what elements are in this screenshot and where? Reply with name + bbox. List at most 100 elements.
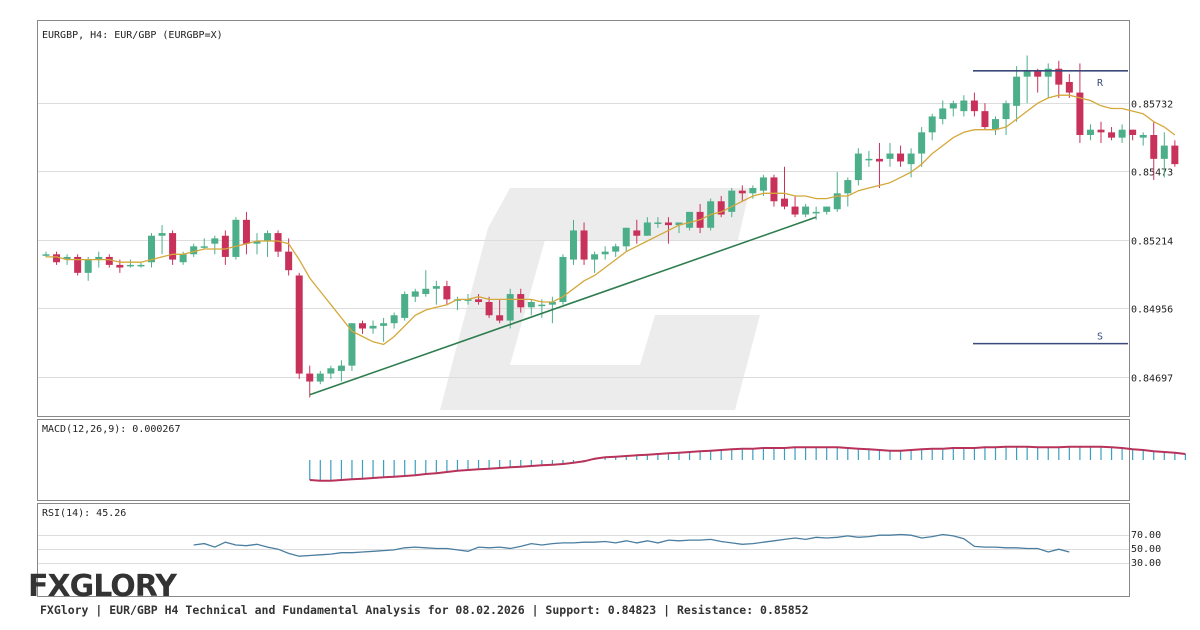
candle-body: [496, 315, 504, 321]
price-tick-label: 0.85214: [1131, 237, 1173, 248]
fxglory-logo: FXGLORY: [28, 569, 178, 604]
candle-body: [137, 264, 145, 267]
candle-body: [791, 206, 799, 215]
candle-body: [886, 153, 894, 159]
candle-body: [63, 256, 71, 260]
candle-body: [179, 254, 187, 263]
candle-body: [116, 264, 124, 268]
candle-body: [401, 294, 409, 318]
candle-body: [1023, 71, 1031, 77]
candle-body: [126, 264, 134, 267]
candle-body: [1002, 103, 1010, 120]
candle-body: [1097, 129, 1105, 133]
candle-body: [812, 211, 820, 214]
rsi-tick-70: 70.00: [1131, 530, 1161, 541]
candle-body: [443, 286, 451, 300]
macd-histogram: [309, 446, 1187, 481]
candle-body: [53, 254, 61, 263]
rsi-line: [193, 533, 1070, 557]
candle-body: [717, 201, 725, 215]
candle-body: [686, 211, 694, 228]
candle-body: [464, 299, 472, 301]
candle-body: [875, 158, 883, 162]
candle-body: [770, 177, 778, 202]
candle-body: [1150, 134, 1158, 159]
candle-body: [316, 373, 324, 382]
rsi-pane-title: RSI(14): 45.26: [42, 508, 126, 519]
candle-body: [570, 230, 577, 260]
candle-body: [1139, 134, 1147, 138]
candle-body: [506, 294, 514, 321]
candle-body: [264, 233, 272, 242]
price-tick-label: 0.85473: [1131, 168, 1173, 179]
candle-body: [348, 323, 356, 366]
candle-body: [84, 259, 92, 273]
candle-body: [211, 238, 219, 244]
candle-body: [928, 116, 936, 133]
candle-body: [527, 302, 535, 308]
candle-body: [1055, 68, 1063, 85]
macd-signal-line: [309, 445, 1186, 482]
candle-body: [992, 119, 999, 130]
candle-body: [1044, 68, 1052, 77]
candle-body: [190, 246, 198, 255]
candle-body: [612, 246, 620, 252]
candle-body: [390, 315, 398, 324]
candle-body: [200, 246, 208, 248]
candle-body: [359, 323, 366, 329]
trendline: [309, 216, 817, 396]
candle-body: [105, 256, 113, 265]
candle-body: [380, 323, 388, 326]
rsi-pane-frame: [37, 503, 1130, 597]
candle-body: [369, 325, 377, 329]
candle-body: [538, 304, 546, 307]
candle-body: [960, 100, 968, 112]
candle-body: [1065, 81, 1073, 93]
rsi-tick-30: 30.00: [1131, 558, 1161, 569]
candle-body: [327, 368, 335, 374]
candle-body: [1034, 71, 1042, 77]
candle-body: [74, 256, 82, 273]
candle-body: [907, 153, 915, 165]
candle-body: [1086, 129, 1094, 135]
price-tick-label: 0.84956: [1131, 305, 1173, 316]
candle-body: [897, 153, 905, 162]
candle-body: [654, 222, 662, 224]
price-axis: 0.85732 0.85473 0.85214 0.84956 0.84697: [1131, 100, 1173, 385]
candle-body: [833, 193, 841, 210]
rsi-tick-50: 50.00: [1131, 544, 1161, 555]
candle-body: [1108, 132, 1116, 138]
watermark-logo: [440, 188, 760, 410]
candle-body: [422, 288, 430, 295]
candles: [42, 55, 1179, 398]
watermark-shape: [440, 188, 760, 410]
candle-body: [802, 206, 810, 215]
macd-pane-title: MACD(12,26,9): 0.000267: [42, 424, 180, 435]
candle-body: [664, 222, 672, 226]
price-pane-title: EURGBP, H4: EUR/GBP (EURGBP=X): [42, 30, 223, 41]
candle-body: [633, 230, 641, 236]
candle-body: [411, 291, 419, 297]
candle-body: [517, 294, 525, 308]
candle-body: [242, 219, 250, 244]
candle-body: [949, 103, 957, 109]
candle-body: [548, 302, 556, 305]
candle-body: [622, 227, 630, 247]
candle-body: [475, 299, 483, 303]
candle-body: [675, 222, 683, 226]
candle-body: [221, 235, 229, 257]
candle-body: [970, 100, 978, 112]
candle-body: [823, 206, 831, 212]
candle-body: [158, 233, 166, 236]
candle-body: [865, 158, 873, 161]
support-label: S: [1097, 332, 1103, 343]
candle-body: [285, 251, 293, 271]
candle-body: [759, 177, 767, 191]
candle-body: [295, 275, 303, 374]
candle-body: [781, 198, 788, 207]
candle-body: [1129, 129, 1137, 135]
candle-body: [939, 108, 947, 120]
moving-average-line: [46, 94, 1176, 346]
candle-body: [738, 190, 746, 194]
